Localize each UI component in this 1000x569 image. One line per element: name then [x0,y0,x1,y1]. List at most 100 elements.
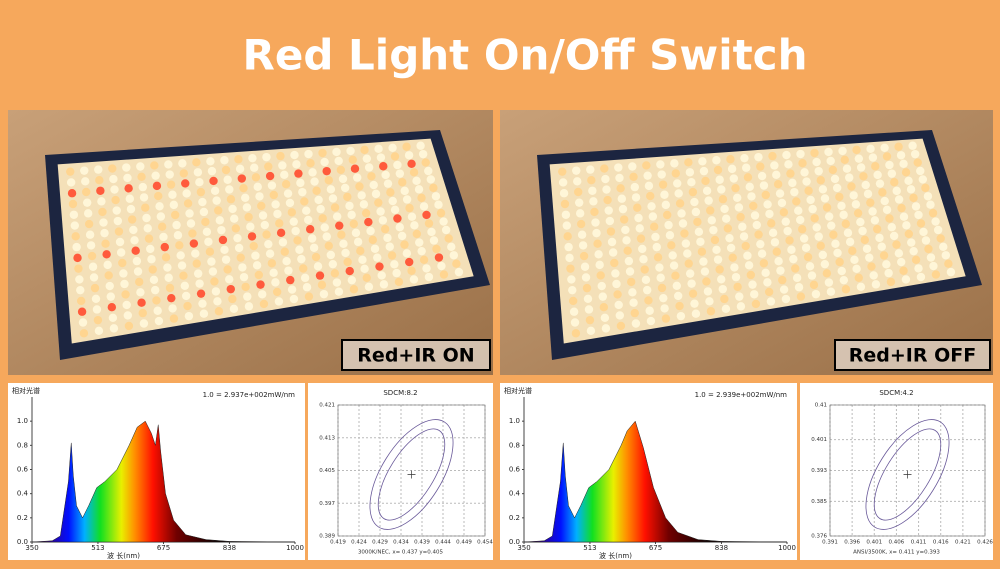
led [837,201,846,211]
led [123,311,133,320]
led [561,210,571,219]
led [868,207,877,216]
led [334,287,344,296]
led [822,203,832,212]
led [601,324,611,333]
led [208,267,218,276]
led [861,180,870,190]
led [386,188,395,197]
led [320,157,329,167]
led [362,154,372,163]
led [418,149,428,159]
led [84,219,94,229]
spectrum-title: 相对光谱 [12,386,40,395]
led [255,192,264,201]
led [388,196,397,206]
plot-frame [829,404,986,537]
led [901,275,911,284]
led [91,294,101,303]
sdcm-ellipse [369,419,454,530]
led [916,166,925,176]
x-tick-label: 0.421 [955,540,971,546]
led [772,247,781,256]
led [139,193,149,202]
led [644,181,654,191]
led [715,175,724,184]
led [897,257,906,267]
led [796,215,805,225]
led [256,280,265,289]
led [202,227,212,237]
x-tick-label: 513 [91,544,104,552]
led [634,213,643,223]
led [880,143,889,152]
led [248,153,257,163]
led [214,206,223,215]
led [908,141,917,150]
led [577,230,587,239]
led [192,158,201,167]
led [709,225,718,235]
led [892,240,901,249]
led [381,170,390,180]
led [774,256,783,266]
led [623,246,632,255]
led [316,204,325,214]
led [241,282,250,292]
led [919,227,928,237]
led [838,146,847,156]
led [730,263,739,272]
led [254,270,264,280]
led [110,185,119,194]
led [568,285,577,295]
led [120,279,129,289]
led [310,177,319,186]
led [111,195,120,205]
led [628,162,637,171]
led [314,195,323,205]
x-tick-label: 838 [223,544,236,552]
led [402,142,411,151]
led [645,306,654,315]
led [814,232,823,241]
led [452,259,461,268]
led [318,214,327,223]
led [136,162,145,171]
led [923,192,933,201]
led [393,214,402,223]
led [315,271,325,280]
led [673,179,682,188]
led [830,174,840,184]
led [85,230,95,239]
led [304,292,314,301]
led [168,190,177,199]
led [671,271,680,280]
led [276,228,286,238]
led [835,257,844,267]
led [736,302,746,311]
led [226,195,236,204]
y-tick-label: 0.8 [509,441,520,449]
led [258,290,267,299]
x-tick-label: 350 [517,544,530,552]
led [759,259,769,268]
led [364,217,373,227]
led [767,219,776,228]
led [911,255,921,264]
led [300,197,309,206]
led [824,147,833,157]
led [713,165,723,175]
led [796,149,805,159]
led [198,197,207,207]
led [731,272,741,282]
sdcm-ellipse [865,419,950,530]
led [93,315,103,325]
led [431,192,441,201]
led [280,247,289,256]
led [583,294,593,303]
led [839,275,849,285]
led [322,232,331,241]
led [574,198,584,207]
led [278,161,287,170]
led [687,279,696,288]
